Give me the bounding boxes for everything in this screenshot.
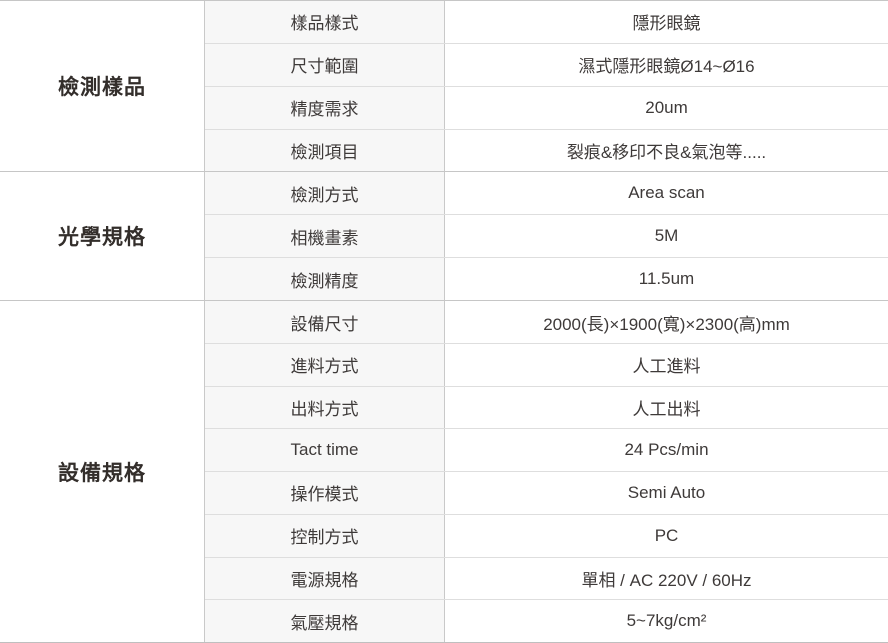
spec-section: 檢測樣品 樣品樣式 隱形眼鏡 尺寸範圍 濕式隱形眼鏡Ø14~Ø16 精度需求 2… [0, 1, 888, 173]
section-rows: 樣品樣式 隱形眼鏡 尺寸範圍 濕式隱形眼鏡Ø14~Ø16 精度需求 20um 檢… [205, 1, 888, 172]
spec-section: 設備規格 設備尺寸 2000(長)×1900(寬)×2300(高)mm 進料方式… [0, 301, 888, 642]
category-cell: 設備規格 [0, 301, 205, 642]
row-label: 操作模式 [205, 472, 445, 514]
row-value: 單相 / AC 220V / 60Hz [445, 557, 888, 600]
spec-section: 光學規格 檢測方式 Area scan 相機畫素 5M 檢測精度 11.5um [0, 172, 888, 302]
row-value: 2000(長)×1900(寬)×2300(高)mm [445, 301, 888, 343]
table-row: 出料方式 人工出料 [205, 386, 888, 430]
table-row: 檢測精度 11.5um [205, 258, 888, 301]
row-value: 人工進料 [445, 343, 888, 386]
category-label: 設備規格 [58, 461, 146, 485]
row-value: 濕式隱形眼鏡Ø14~Ø16 [445, 43, 888, 86]
table-row: 尺寸範圍 濕式隱形眼鏡Ø14~Ø16 [205, 43, 888, 87]
section-rows: 檢測方式 Area scan 相機畫素 5M 檢測精度 11.5um [205, 172, 888, 301]
row-label: 電源規格 [205, 557, 445, 600]
row-label: 檢測方式 [205, 172, 445, 215]
row-label: 尺寸範圍 [205, 43, 445, 86]
row-label: Tact time [205, 429, 445, 472]
row-value: 人工出料 [445, 386, 888, 429]
table-row: 檢測項目 裂痕&移印不良&氣泡等..... [205, 129, 888, 172]
table-row: 電源規格 單相 / AC 220V / 60Hz [205, 557, 888, 601]
row-value: 24 Pcs/min [445, 429, 888, 472]
category-cell: 檢測樣品 [0, 1, 205, 172]
table-row: 檢測方式 Area scan [205, 172, 888, 216]
row-value: PC [445, 514, 888, 557]
row-value: Semi Auto [445, 472, 888, 514]
table-row: 操作模式 Semi Auto [205, 472, 888, 515]
table-row: Tact time 24 Pcs/min [205, 429, 888, 473]
row-label: 設備尺寸 [205, 301, 445, 343]
row-label: 樣品樣式 [205, 1, 445, 43]
table-row: 控制方式 PC [205, 514, 888, 558]
table-row: 樣品樣式 隱形眼鏡 [205, 1, 888, 44]
row-label: 精度需求 [205, 86, 445, 129]
row-value: 隱形眼鏡 [445, 1, 888, 43]
table-row: 進料方式 人工進料 [205, 343, 888, 387]
table-row: 設備尺寸 2000(長)×1900(寬)×2300(高)mm [205, 301, 888, 344]
category-label: 光學規格 [58, 226, 146, 250]
row-value: Area scan [445, 172, 888, 215]
category-cell: 光學規格 [0, 172, 205, 301]
row-value: 20um [445, 86, 888, 129]
row-value: 11.5um [445, 258, 888, 301]
row-label: 出料方式 [205, 386, 445, 429]
table-row: 氣壓規格 5~7kg/cm² [205, 600, 888, 642]
category-label: 檢測樣品 [58, 76, 146, 100]
table-row: 相機畫素 5M [205, 215, 888, 259]
row-label: 控制方式 [205, 514, 445, 557]
table-row: 精度需求 20um [205, 86, 888, 130]
row-value: 5~7kg/cm² [445, 600, 888, 642]
section-rows: 設備尺寸 2000(長)×1900(寬)×2300(高)mm 進料方式 人工進料… [205, 301, 888, 642]
row-label: 氣壓規格 [205, 600, 445, 642]
row-label: 進料方式 [205, 343, 445, 386]
row-label: 檢測項目 [205, 129, 445, 172]
row-value: 5M [445, 215, 888, 258]
row-value: 裂痕&移印不良&氣泡等..... [445, 129, 888, 172]
row-label: 相機畫素 [205, 215, 445, 258]
row-label: 檢測精度 [205, 258, 445, 301]
